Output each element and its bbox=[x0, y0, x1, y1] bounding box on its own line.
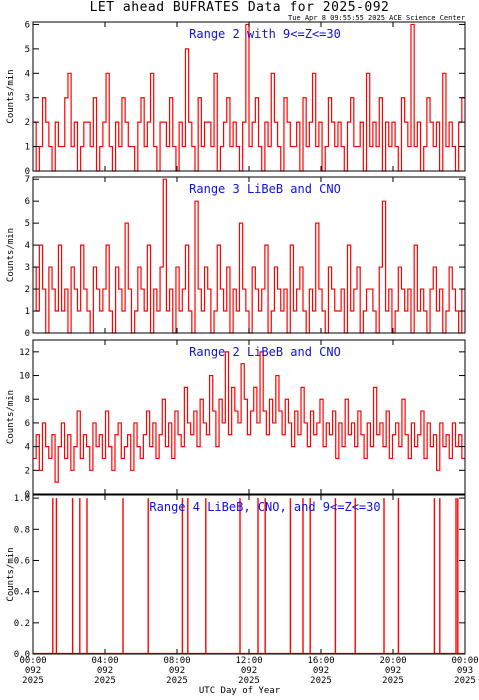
x-tick-label: 00:00 bbox=[19, 656, 46, 666]
x-tick-label: 2025 bbox=[94, 676, 116, 686]
y-tick-label: 4 bbox=[25, 443, 30, 453]
y-tick-label: 0 bbox=[25, 490, 30, 500]
x-tick-label: 00:00 bbox=[451, 656, 478, 666]
x-tick-label: 20:00 bbox=[379, 656, 406, 666]
x-tick-label: 2025 bbox=[382, 676, 404, 686]
x-axis-label: UTC Day of Year bbox=[198, 686, 281, 696]
panel-title: Range 3 LiBeB and CNO bbox=[189, 182, 341, 196]
x-tick-label: 092 bbox=[241, 666, 257, 676]
panel-2: 0 1 2 3 4 5 6 7 Counts/min Range 3 LiBeB and CNO bbox=[6, 175, 466, 339]
x-tick-label: 2025 bbox=[238, 676, 260, 686]
y-tick-label: 8 bbox=[25, 395, 30, 405]
y-axis-label: Counts/min bbox=[6, 547, 16, 601]
y-tick-label: 3 bbox=[25, 94, 30, 104]
x-tick-label: 092 bbox=[169, 666, 185, 676]
series-line bbox=[33, 178, 465, 334]
y-tick-label: 10 bbox=[19, 372, 30, 382]
chart-title: LET ahead BUFRATES Data for 2025-092 bbox=[89, 0, 390, 15]
series-line bbox=[33, 351, 465, 483]
y-tick-label: 1 bbox=[25, 143, 30, 153]
x-tick-label: 16:00 bbox=[307, 656, 334, 666]
x-tick-label: 092 bbox=[25, 666, 41, 676]
y-tick-label: 0.2 bbox=[14, 619, 30, 629]
panel-frame bbox=[32, 494, 466, 655]
y-axis-label: Counts/min bbox=[6, 69, 16, 123]
y-tick-label: 4 bbox=[25, 69, 30, 79]
y-tick-label: 0.8 bbox=[14, 525, 30, 535]
y-axis-label: Counts/min bbox=[6, 228, 16, 282]
y-tick-label: 6 bbox=[25, 419, 30, 429]
y-tick-label: 2 bbox=[25, 285, 30, 295]
panel-1: 0 1 2 3 4 5 6 Counts/min Range 2 with 9<=Z<=30 bbox=[6, 20, 466, 177]
x-tick-label: 04:00 bbox=[91, 656, 118, 666]
x-tick-label: 092 bbox=[97, 666, 113, 676]
x-tick-label: 2025 bbox=[22, 676, 44, 686]
series-line bbox=[33, 23, 465, 172]
x-tick-label: 08:00 bbox=[163, 656, 190, 666]
panel-title: Range 2 LiBeB and CNO bbox=[189, 345, 341, 359]
x-tick-label: 12:00 bbox=[235, 656, 262, 666]
panel-title: Range 4 LiBeB, CNO, and 9<=Z<=30 bbox=[149, 500, 380, 514]
x-tick-label: 2025 bbox=[166, 676, 188, 686]
y-tick-label: 5 bbox=[25, 219, 30, 229]
y-tick-label: 0 bbox=[25, 329, 30, 339]
y-tick-label: 1.0 bbox=[14, 494, 30, 504]
y-tick-label: 12 bbox=[19, 348, 30, 358]
y-tick-label: 7 bbox=[25, 175, 30, 185]
y-tick-label: 0.0 bbox=[14, 650, 30, 660]
y-tick-label: 3 bbox=[25, 263, 30, 273]
x-tick-label: 093 bbox=[457, 666, 473, 676]
x-tick-label: 092 bbox=[313, 666, 329, 676]
x-tick-label: 092 bbox=[385, 666, 401, 676]
y-tick-label: 6 bbox=[25, 20, 30, 30]
y-tick-label: 2 bbox=[25, 466, 30, 476]
x-tick-label: 2025 bbox=[454, 676, 476, 686]
y-tick-label: 0.4 bbox=[14, 588, 30, 598]
y-tick-label: 0 bbox=[25, 167, 30, 177]
y-tick-label: 4 bbox=[25, 241, 30, 251]
panel-frame bbox=[32, 339, 466, 495]
generation-timestamp: Tue Apr 8 09:55:55 2025 ACE Science Cent… bbox=[287, 14, 465, 22]
panel-title: Range 2 with 9<=Z<=30 bbox=[189, 27, 341, 41]
y-tick-label: 0.6 bbox=[14, 556, 30, 566]
x-tick-label: 2025 bbox=[310, 676, 332, 686]
panel-3: 0 2 4 6 8 10 12 Counts/min Range 2 LiBeB and CNO bbox=[6, 339, 466, 500]
y-tick-label: 5 bbox=[25, 45, 30, 55]
y-tick-label: 2 bbox=[25, 118, 30, 128]
y-tick-label: 1 bbox=[25, 307, 30, 317]
panel-frame bbox=[32, 176, 466, 334]
panel-4: 0.0 0.2 0.4 0.6 0.8 1.0 Counts/min Range 4 LiBe… bbox=[6, 494, 466, 660]
y-axis-label: Counts/min bbox=[6, 390, 16, 444]
y-tick-label: 6 bbox=[25, 197, 30, 207]
